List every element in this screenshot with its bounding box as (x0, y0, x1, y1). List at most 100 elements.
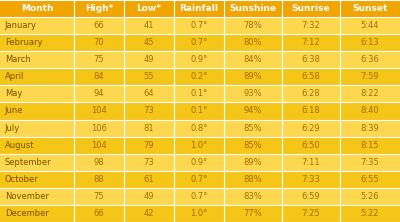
Text: 106: 106 (91, 124, 107, 133)
Bar (340, 119, 400, 137)
Bar (340, 205, 400, 222)
Bar (0, 51, 74, 68)
Text: 0.7°: 0.7° (190, 38, 208, 47)
Bar (174, 205, 224, 222)
Bar (224, 103, 282, 119)
Bar (74, 188, 124, 205)
Bar (282, 34, 340, 51)
Bar (174, 188, 224, 205)
Text: October: October (5, 175, 38, 184)
Text: 94%: 94% (244, 107, 262, 115)
Text: 7:25: 7:25 (302, 209, 320, 218)
Text: 42: 42 (144, 209, 154, 218)
Bar (340, 171, 400, 188)
Text: 7:11: 7:11 (302, 158, 320, 167)
Text: Sunrise: Sunrise (292, 4, 330, 13)
Bar (282, 51, 340, 68)
Text: August: August (5, 141, 34, 150)
Text: Month: Month (21, 4, 53, 13)
Text: May: May (5, 89, 22, 98)
Text: 0.7°: 0.7° (190, 192, 208, 201)
Text: 5:26: 5:26 (361, 192, 379, 201)
Bar (124, 205, 174, 222)
Bar (174, 51, 224, 68)
Text: 61: 61 (144, 175, 154, 184)
Bar (74, 51, 124, 68)
Text: July: July (5, 124, 20, 133)
Text: 0.1°: 0.1° (190, 89, 208, 98)
Text: December: December (5, 209, 49, 218)
Bar (124, 119, 174, 137)
Bar (174, 17, 224, 34)
Bar (0, 171, 74, 188)
Bar (124, 34, 174, 51)
Text: 6:29: 6:29 (302, 124, 320, 133)
Bar (282, 154, 340, 171)
Bar (282, 119, 340, 137)
Bar (224, 154, 282, 171)
Text: 89%: 89% (244, 158, 262, 167)
Text: 88%: 88% (244, 175, 262, 184)
Bar (340, 188, 400, 205)
Text: 45: 45 (144, 38, 154, 47)
Bar (340, 154, 400, 171)
Bar (224, 205, 282, 222)
Text: 84%: 84% (244, 55, 262, 64)
Text: 6:18: 6:18 (302, 107, 320, 115)
Bar (124, 0, 174, 17)
Bar (124, 68, 174, 85)
Text: February: February (5, 38, 42, 47)
Bar (224, 34, 282, 51)
Bar (74, 205, 124, 222)
Text: 104: 104 (91, 107, 107, 115)
Text: 6:36: 6:36 (360, 55, 380, 64)
Text: 8:15: 8:15 (361, 141, 379, 150)
Text: 6:28: 6:28 (302, 89, 320, 98)
Bar (0, 103, 74, 119)
Bar (0, 34, 74, 51)
Text: November: November (5, 192, 49, 201)
Text: 7:32: 7:32 (302, 21, 320, 30)
Bar (74, 0, 124, 17)
Text: 8:22: 8:22 (361, 89, 379, 98)
Text: 104: 104 (91, 141, 107, 150)
Text: April: April (5, 72, 24, 81)
Bar (74, 137, 124, 154)
Bar (0, 119, 74, 137)
Bar (282, 205, 340, 222)
Text: 55: 55 (144, 72, 154, 81)
Bar (340, 34, 400, 51)
Text: 49: 49 (144, 55, 154, 64)
Bar (174, 154, 224, 171)
Bar (124, 17, 174, 34)
Text: 6:58: 6:58 (302, 72, 320, 81)
Text: Rainfall: Rainfall (180, 4, 218, 13)
Text: 98: 98 (94, 158, 104, 167)
Text: 75: 75 (94, 192, 104, 201)
Text: 6:55: 6:55 (361, 175, 379, 184)
Bar (340, 51, 400, 68)
Text: 0.9°: 0.9° (190, 55, 208, 64)
Bar (224, 188, 282, 205)
Bar (282, 171, 340, 188)
Text: 5:44: 5:44 (361, 21, 379, 30)
Bar (74, 154, 124, 171)
Text: 7:35: 7:35 (361, 158, 379, 167)
Text: 85%: 85% (244, 124, 262, 133)
Text: January: January (5, 21, 37, 30)
Text: 41: 41 (144, 21, 154, 30)
Text: June: June (5, 107, 23, 115)
Text: 7:12: 7:12 (302, 38, 320, 47)
Bar (174, 34, 224, 51)
Bar (74, 34, 124, 51)
Bar (74, 103, 124, 119)
Bar (74, 171, 124, 188)
Text: 66: 66 (94, 21, 104, 30)
Bar (0, 17, 74, 34)
Text: 73: 73 (144, 107, 154, 115)
Text: 70: 70 (94, 38, 104, 47)
Bar (174, 137, 224, 154)
Bar (0, 0, 74, 17)
Bar (340, 0, 400, 17)
Bar (224, 17, 282, 34)
